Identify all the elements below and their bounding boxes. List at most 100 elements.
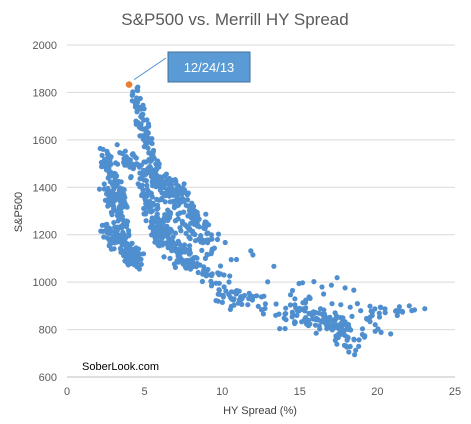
data-point [261, 293, 267, 299]
data-point [271, 263, 277, 269]
data-point [220, 294, 226, 300]
data-point [333, 333, 339, 339]
data-point [143, 159, 149, 165]
data-point [124, 259, 130, 266]
data-point [114, 173, 120, 179]
data-point [188, 220, 194, 226]
data-point [150, 150, 156, 156]
x-tick-label: 5 [142, 386, 148, 398]
data-point [126, 233, 132, 239]
data-point [134, 105, 140, 111]
data-point [399, 308, 405, 314]
data-point [121, 187, 127, 193]
data-point [146, 165, 152, 171]
data-point [187, 243, 193, 249]
data-point [167, 182, 173, 188]
data-point [138, 114, 144, 120]
data-point [140, 102, 146, 108]
data-point [116, 192, 122, 198]
data-point [195, 212, 201, 219]
data-point [102, 222, 108, 228]
data-point [201, 264, 207, 270]
data-point [101, 181, 107, 187]
data-point [180, 220, 186, 227]
data-point [345, 321, 351, 328]
data-point [123, 154, 129, 160]
data-point [134, 109, 140, 115]
data-point [161, 227, 167, 233]
data-point [106, 197, 112, 203]
data-point [153, 167, 159, 173]
data-point [311, 279, 317, 285]
data-point [231, 302, 237, 308]
data-point [146, 136, 152, 142]
data-point [158, 218, 164, 224]
data-point [154, 196, 160, 202]
data-point [351, 337, 357, 343]
data-point [141, 177, 147, 183]
data-point [105, 235, 111, 241]
data-point [309, 310, 315, 316]
y-tick-labels: 600 800 1000 1200 1400 1600 1800 2000 [33, 40, 57, 384]
data-point [378, 329, 384, 335]
data-point [168, 245, 174, 251]
data-point [342, 333, 348, 339]
data-point [203, 211, 209, 217]
data-point [189, 257, 195, 263]
data-point [239, 295, 245, 302]
data-point [194, 255, 200, 261]
data-point [315, 316, 321, 322]
data-point [163, 171, 169, 177]
data-point [175, 183, 181, 189]
data-point [248, 248, 254, 254]
data-point [142, 191, 148, 197]
data-point [149, 178, 155, 184]
data-point [164, 191, 170, 197]
data-point [382, 306, 388, 312]
data-point [289, 314, 295, 320]
data-point [292, 302, 298, 308]
data-point [130, 166, 136, 172]
data-point [209, 271, 215, 277]
data-point [208, 278, 214, 284]
data-point [114, 234, 120, 240]
data-point [129, 151, 135, 158]
data-point [347, 304, 353, 310]
data-point [154, 183, 160, 189]
data-point [356, 343, 362, 349]
data-point [196, 236, 202, 242]
data-point [118, 179, 124, 185]
data-point [142, 143, 148, 149]
data-point [162, 199, 168, 205]
data-point [124, 160, 130, 166]
data-point [388, 331, 394, 337]
data-point [299, 280, 306, 286]
data-point [101, 234, 107, 240]
data-point [159, 190, 165, 196]
data-point [144, 186, 150, 192]
data-point [321, 291, 327, 297]
data-point [157, 241, 164, 247]
data-point [104, 191, 110, 197]
data-point [130, 91, 136, 97]
data-point [155, 222, 161, 228]
data-point [118, 249, 124, 255]
data-point [159, 177, 165, 183]
data-point [141, 168, 147, 174]
data-point [217, 263, 224, 269]
data-point [134, 85, 140, 91]
data-point [321, 311, 328, 317]
data-point [382, 310, 388, 316]
data-point [200, 268, 207, 274]
x-tick-label: 20 [371, 386, 383, 398]
data-point [164, 176, 170, 183]
data-point [300, 300, 306, 306]
data-point [138, 121, 144, 127]
data-point [149, 140, 155, 147]
data-point [277, 326, 283, 332]
data-point [108, 201, 114, 207]
data-point [393, 308, 399, 314]
data-point [228, 257, 234, 263]
data-point [406, 303, 412, 309]
data-point [354, 301, 360, 307]
